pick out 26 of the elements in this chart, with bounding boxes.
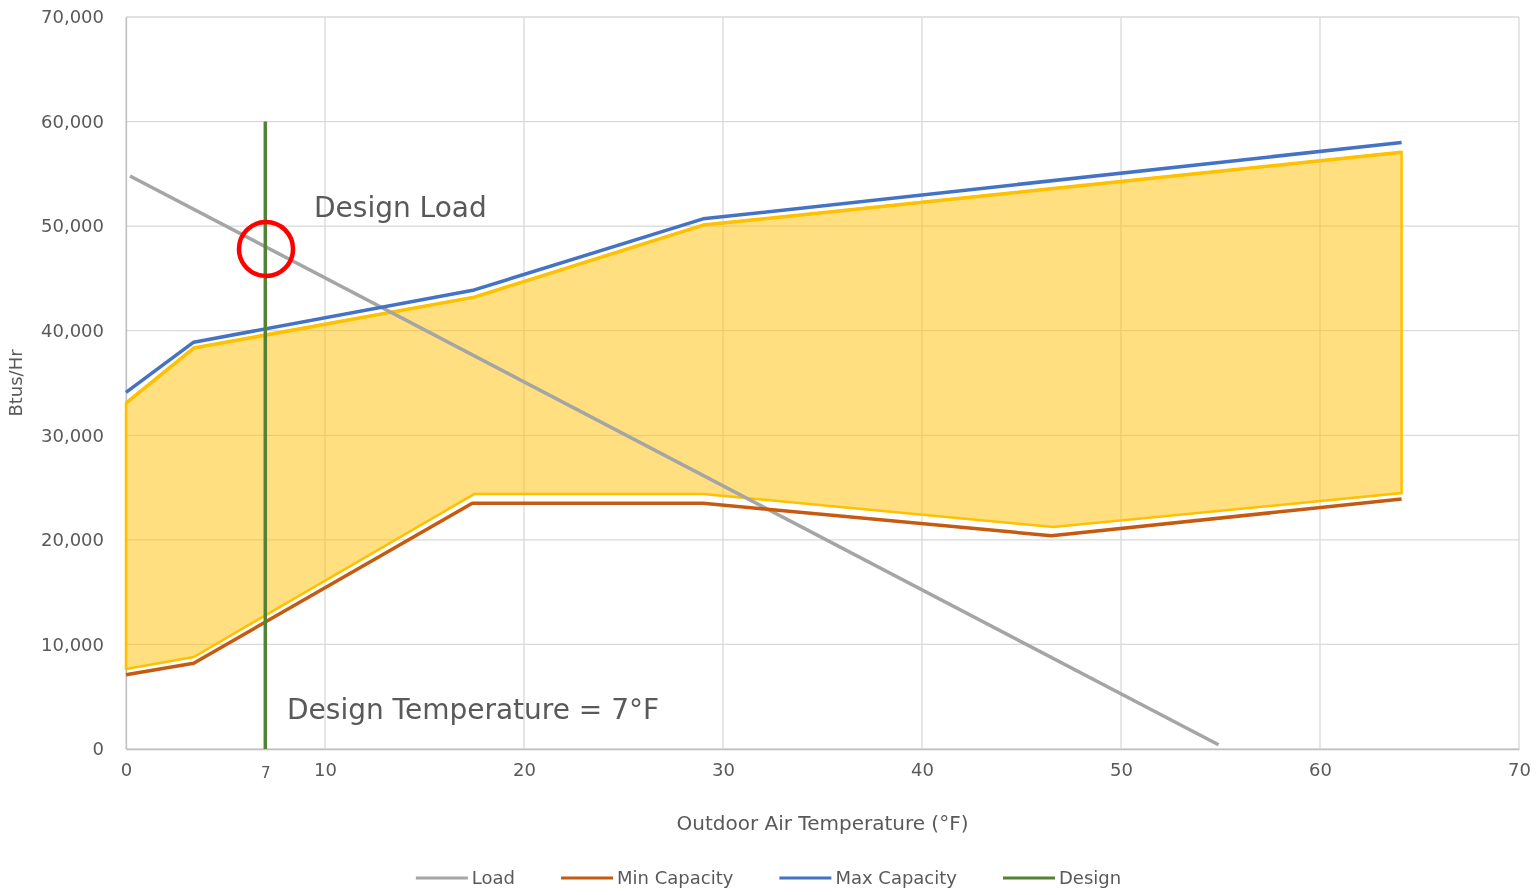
y-axis-title: Btus/Hr	[5, 348, 26, 417]
y-tick-label: 50,000	[41, 215, 104, 237]
x-tick-label: 10	[314, 758, 337, 780]
x-tick-label: 60	[1309, 758, 1332, 780]
y-tick-label: 0	[92, 738, 104, 760]
legend-label: Max Capacity	[835, 867, 958, 888]
y-tick-label: 20,000	[41, 529, 104, 551]
y-tick-label: 40,000	[41, 319, 104, 341]
x-tick-label: 30	[712, 758, 735, 780]
x-tick-label: 50	[1110, 758, 1133, 780]
legend-label: Min Capacity	[617, 867, 734, 888]
legend-label: Load	[471, 867, 516, 888]
annotation: Design Load	[314, 191, 487, 224]
annotation: Design Temperature = 7°F	[287, 693, 660, 726]
y-tick-label: 60,000	[41, 110, 104, 132]
x-tick-label: 20	[513, 758, 536, 780]
legend-label: Design	[1058, 867, 1122, 888]
x-tick-label: 40	[911, 758, 934, 780]
line-series	[124, 497, 1404, 677]
y-tick-label: 70,000	[41, 6, 104, 28]
x-tick-label: 70	[1508, 758, 1531, 780]
y-tick-label: 30,000	[41, 424, 104, 446]
y-tick-label: 10,000	[41, 633, 104, 655]
x-tick-label: 0	[120, 758, 133, 780]
x-axis-title: Outdoor Air Temperature (°F)	[676, 811, 969, 835]
x-tick-label: 7	[261, 764, 271, 782]
